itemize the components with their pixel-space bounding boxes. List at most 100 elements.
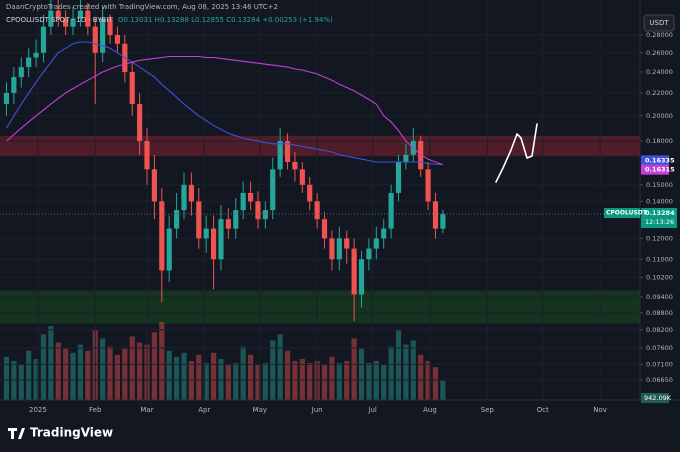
volume-bar — [440, 380, 446, 400]
candle-body — [77, 10, 84, 19]
y-tick-label: 0.08800 — [646, 309, 673, 317]
plot — [0, 0, 640, 322]
volume-bar — [432, 367, 439, 400]
candle-body — [85, 10, 91, 27]
candle-body — [92, 26, 98, 53]
candle-body — [63, 18, 69, 27]
candle-body — [11, 77, 17, 93]
indicator-line — [6, 41, 443, 165]
candle-body — [336, 238, 342, 260]
volume-bar — [196, 354, 202, 400]
volume-bar — [26, 350, 32, 400]
candle-body — [262, 210, 268, 220]
candle-body — [299, 169, 305, 185]
volume-bar — [40, 334, 47, 400]
indicator-line — [6, 55, 444, 166]
volume-tag — [641, 393, 669, 403]
indicator-price-label: 0.16315 — [645, 166, 675, 174]
volume-bar — [321, 365, 328, 400]
candle-body — [151, 169, 157, 202]
zone — [0, 290, 640, 324]
volume-bar — [210, 352, 217, 400]
volume-bar — [395, 330, 402, 400]
brand-icon — [8, 428, 25, 439]
y-tick-label: 0.10200 — [646, 273, 673, 281]
volume-bar — [218, 358, 224, 400]
grid — [0, 0, 640, 400]
candle-body — [240, 192, 246, 211]
y-tick-label: 0.08200 — [646, 326, 673, 334]
volume-bar — [381, 365, 387, 400]
candle-body — [107, 18, 113, 36]
ohlc-header: O0.13031 H0.13288 L0.12855 C0.13284 +0.0… — [118, 16, 333, 24]
candle-body — [358, 259, 365, 295]
volume-bar — [262, 363, 268, 400]
volume-bar — [329, 356, 335, 400]
volume-bar — [18, 365, 24, 400]
volume-bar — [299, 358, 305, 400]
candle-body — [329, 238, 335, 260]
volume-bar — [307, 363, 313, 400]
watermark: DaanCryptoTrades created with TradingVie… — [6, 3, 278, 11]
volume-bar — [403, 344, 409, 400]
volume-bar — [240, 346, 246, 400]
volume-bar — [85, 350, 91, 400]
volume-bar — [351, 338, 357, 400]
candle-body — [18, 67, 24, 78]
candle-body — [70, 18, 76, 27]
volume-bar — [3, 356, 10, 400]
candle-body — [388, 192, 394, 229]
x-tick-label: 2025 — [29, 406, 47, 414]
y-tick-label: 0.06650 — [646, 376, 673, 384]
candle-body — [366, 248, 372, 260]
currency[interactable]: USDT — [649, 19, 669, 27]
volume-bar — [336, 363, 342, 400]
candle-body — [114, 35, 121, 44]
symbol-header: CPOOLUSDT SPOT · 1D · BYBIT — [6, 16, 113, 24]
candle-body — [395, 161, 402, 193]
volume-bar — [181, 352, 187, 400]
candle-body — [233, 210, 239, 229]
candle-body — [196, 201, 202, 239]
candle-body — [174, 210, 180, 229]
candle-body — [210, 228, 217, 260]
candle-body — [166, 228, 172, 271]
x-tick-label: Mar — [140, 406, 153, 414]
candle-body — [225, 219, 231, 229]
volume-bar — [388, 346, 394, 400]
volume-bar — [247, 354, 254, 400]
candle-body — [270, 169, 276, 211]
candle-body — [284, 141, 291, 162]
candle-body — [344, 238, 350, 249]
x-tick-label: Aug — [423, 406, 437, 414]
candle-body — [255, 201, 261, 220]
volume-bar — [277, 334, 283, 400]
brand: TradingView — [30, 426, 113, 440]
hand-drawn-projection — [495, 123, 538, 183]
x-tick-label: Jul — [367, 406, 377, 414]
candle-body — [40, 26, 47, 53]
candle-body — [440, 213, 446, 229]
y-tick-label: 0.26000 — [646, 49, 673, 57]
candle-body — [381, 228, 387, 239]
x-tick-label: Jun — [311, 406, 323, 414]
currency-button[interactable] — [643, 14, 675, 32]
volume-bar — [410, 340, 416, 400]
candle-body — [403, 154, 409, 162]
volume-bar — [77, 344, 84, 400]
volume-bar — [114, 354, 121, 400]
candle-body — [137, 104, 143, 142]
last-price-value: 0.13284 — [645, 209, 675, 217]
volume-bar — [70, 352, 76, 400]
volume-bar — [233, 363, 239, 400]
symbol-tag — [604, 207, 640, 218]
volume-bar — [100, 338, 106, 400]
volume-bar — [151, 332, 157, 400]
volume-bar — [55, 342, 61, 400]
candle-body — [181, 184, 187, 211]
volume-bar — [33, 358, 39, 400]
volume-bar — [366, 363, 372, 400]
